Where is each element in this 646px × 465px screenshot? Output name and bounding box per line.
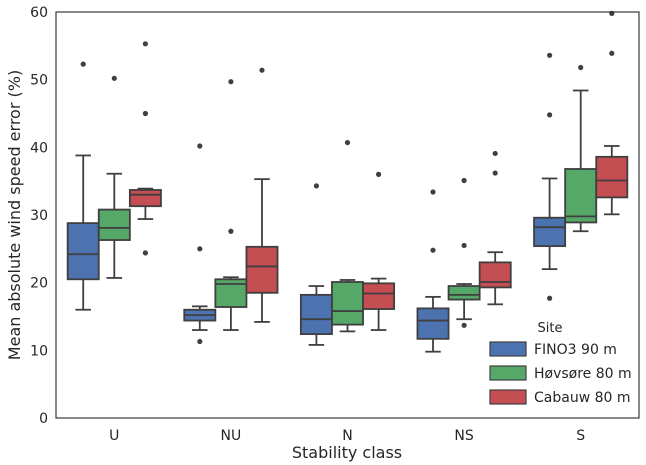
legend-swatch <box>489 341 527 357</box>
outlier-point <box>547 52 553 58</box>
box <box>447 285 481 301</box>
legend-title: Site <box>538 321 563 336</box>
outlier-point <box>228 79 234 85</box>
outlier-point <box>313 183 320 189</box>
legend: Site FINO3 90 m Høvsøre 80 m Cabauw 80 m <box>489 321 632 406</box>
outlier-point <box>430 247 436 253</box>
x-tick-label: N <box>342 428 352 444</box>
box <box>478 261 512 289</box>
box-U-0 <box>66 61 100 311</box>
legend-label: Cabauw 80 m <box>534 390 631 406</box>
box <box>595 155 629 199</box>
outlier-point <box>461 322 467 328</box>
box-NS-0 <box>416 189 450 353</box>
box-U-2 <box>128 41 162 256</box>
box-N-0 <box>299 183 333 346</box>
plot-frame <box>55 11 640 419</box>
legend-swatch <box>489 365 527 381</box>
box-NU-2 <box>245 67 279 323</box>
x-tick-label: NS <box>454 428 473 444</box>
outlier-point <box>197 143 203 149</box>
box <box>299 293 333 335</box>
x-tick-label: NU <box>221 428 242 444</box>
box <box>66 222 100 281</box>
outlier-point <box>547 112 553 118</box>
box <box>97 208 131 241</box>
y-axis-label: Mean absolute wind speed error (%) <box>5 70 24 360</box>
legend-label: FINO3 90 m <box>534 342 617 358</box>
outlier-point <box>142 110 148 117</box>
y-axis-ticks: 0 10 20 30 40 50 60 <box>30 5 48 427</box>
x-axis-ticks: U NU N NS S <box>109 428 585 444</box>
plot-background <box>56 12 639 418</box>
box-S-1 <box>564 64 598 233</box>
outlier-point <box>228 228 234 234</box>
outlier-point <box>197 338 203 345</box>
outlier-point <box>461 242 467 249</box>
box-S-2 <box>595 10 629 216</box>
y-tick-label: 0 <box>39 411 48 427</box>
outlier-point <box>492 150 498 157</box>
y-tick-label: 30 <box>30 208 48 224</box>
y-tick-label: 20 <box>30 276 48 292</box>
x-tick-label: S <box>576 428 585 444</box>
outlier-point <box>492 170 498 176</box>
outlier-point <box>142 41 148 47</box>
outlier-point <box>430 189 436 195</box>
box-NS-1 <box>447 177 481 328</box>
chart-marks <box>66 10 629 353</box>
legend-label: Høvsøre 80 m <box>534 366 632 382</box>
box <box>416 307 450 340</box>
y-tick-label: 10 <box>30 343 48 359</box>
outlier-point <box>142 250 148 256</box>
y-tick-label: 60 <box>30 5 48 21</box>
outlier-point <box>111 75 117 81</box>
outlier-point <box>609 50 615 56</box>
outlier-point <box>344 139 351 146</box>
x-tick-label: U <box>109 428 119 444</box>
outlier-point <box>259 67 265 73</box>
outlier-point <box>578 64 584 71</box>
box <box>564 168 598 224</box>
box-NS-2 <box>478 150 512 306</box>
box-N-2 <box>362 171 396 331</box>
y-tick-label: 40 <box>30 140 48 156</box>
legend-swatch <box>489 389 527 405</box>
box <box>331 281 364 326</box>
y-tick-label: 50 <box>30 73 48 89</box>
x-axis-label: Stability class <box>292 443 402 462</box>
outlier-point <box>80 61 86 67</box>
box-NU-0 <box>183 143 217 345</box>
outlier-point <box>197 246 203 252</box>
box <box>128 189 162 208</box>
box-U-1 <box>97 75 131 279</box>
box <box>533 216 567 248</box>
box <box>362 282 396 310</box>
box-S-0 <box>533 52 567 301</box>
outlier-point <box>461 177 467 184</box>
outlier-point <box>547 295 553 301</box>
outlier-point <box>375 171 382 177</box>
box-NU-1 <box>214 79 248 331</box>
box <box>245 245 279 294</box>
